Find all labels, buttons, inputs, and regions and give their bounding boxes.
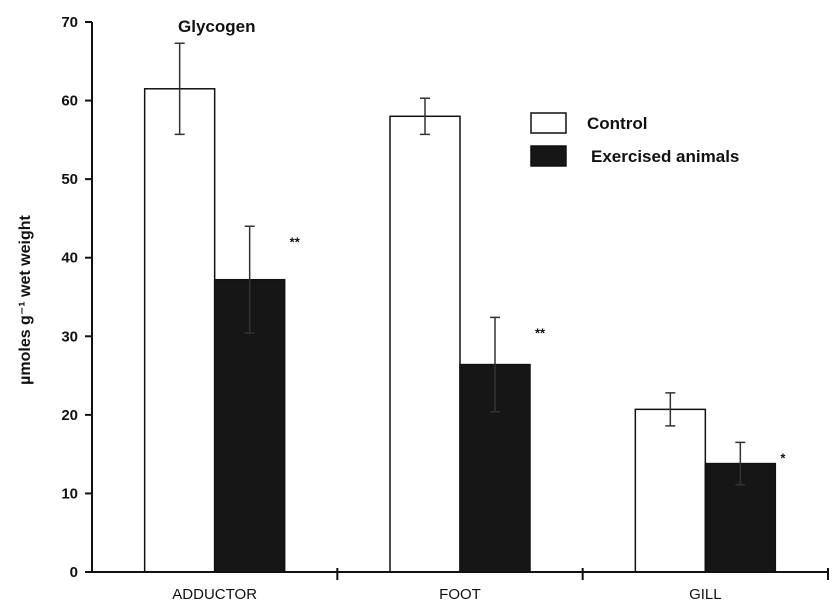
chart-title: Glycogen xyxy=(178,17,255,36)
error-bar xyxy=(244,225,255,334)
y-tick-label: 70 xyxy=(61,14,78,31)
category-label: GILL xyxy=(689,586,722,603)
category-label: FOOT xyxy=(439,586,481,603)
significance-markers: ***** xyxy=(290,234,787,465)
category-label: ADDUCTOR xyxy=(172,586,257,603)
significance-marker: ** xyxy=(290,234,301,249)
y-tick-label: 10 xyxy=(61,485,78,502)
error-bar xyxy=(735,441,746,486)
bars xyxy=(143,88,777,573)
y-axis-ticks: 0 10 20 30 40 50 60 70 xyxy=(61,14,92,581)
bar-control xyxy=(143,88,216,573)
bar-control xyxy=(634,408,707,573)
x-axis-categories: ADDUCTOR FOOT GILL xyxy=(172,568,829,603)
y-axis-label: µmoles g⁻¹ wet weight xyxy=(17,214,34,384)
legend: Control Exercised animals xyxy=(530,112,739,167)
legend-swatch-exercised xyxy=(530,145,567,167)
error-bar xyxy=(665,392,676,427)
y-tick-label: 0 xyxy=(70,564,78,581)
y-tick-label: 60 xyxy=(61,93,78,110)
significance-marker: * xyxy=(780,450,786,465)
legend-swatch-control xyxy=(530,112,567,134)
legend-label-exercised: Exercised animals xyxy=(591,147,739,166)
y-tick-label: 40 xyxy=(61,250,78,267)
y-tick-label: 20 xyxy=(61,407,78,424)
error-bar xyxy=(420,97,430,136)
error-bar xyxy=(174,42,185,136)
bar-exercised xyxy=(213,278,286,573)
bar-control xyxy=(389,115,461,573)
y-tick-label: 30 xyxy=(61,328,78,345)
significance-marker: ** xyxy=(535,325,546,340)
y-tick-label: 50 xyxy=(61,171,78,188)
legend-label-control: Control xyxy=(587,114,647,133)
error-bars xyxy=(174,42,746,486)
error-bar xyxy=(490,316,500,413)
